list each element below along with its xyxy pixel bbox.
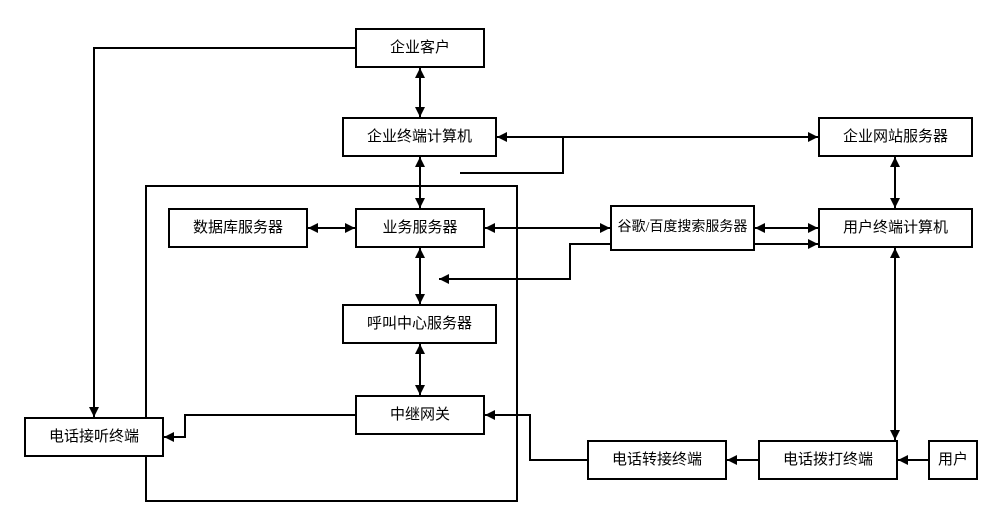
- node-biz-server: 业务服务器: [355, 208, 485, 248]
- node-label: 企业网站服务器: [843, 128, 948, 146]
- node-label: 电话拨打终端: [783, 451, 873, 469]
- node-label: 中继网关: [390, 406, 450, 424]
- node-phone-dial: 电话拨打终端: [758, 440, 898, 480]
- node-enterprise-terminal: 企业终端计算机: [342, 117, 497, 157]
- node-label: 数据库服务器: [193, 219, 283, 237]
- node-label: 用户终端计算机: [843, 219, 948, 237]
- node-user-terminal: 用户终端计算机: [818, 208, 973, 248]
- node-label: 用户: [938, 451, 968, 469]
- node-label: 谷歌/百度搜索服务器: [618, 220, 748, 237]
- node-enterprise-web-server: 企业网站服务器: [818, 117, 973, 157]
- node-user: 用户: [928, 440, 978, 480]
- node-phone-answer: 电话接听终端: [24, 417, 164, 457]
- node-label: 呼叫中心服务器: [367, 315, 472, 333]
- node-label: 电话转接终端: [612, 451, 702, 469]
- node-phone-transfer: 电话转接终端: [587, 440, 727, 480]
- node-label: 业务服务器: [382, 219, 457, 237]
- node-search-server: 谷歌/百度搜索服务器: [610, 205, 755, 251]
- node-enterprise-customer: 企业客户: [355, 28, 485, 68]
- node-relay-gateway: 中继网关: [355, 395, 485, 435]
- node-label: 电话接听终端: [49, 428, 139, 446]
- node-label: 企业客户: [390, 39, 450, 57]
- node-callcenter-server: 呼叫中心服务器: [342, 304, 497, 344]
- node-label: 企业终端计算机: [367, 128, 472, 146]
- node-db-server: 数据库服务器: [168, 208, 308, 248]
